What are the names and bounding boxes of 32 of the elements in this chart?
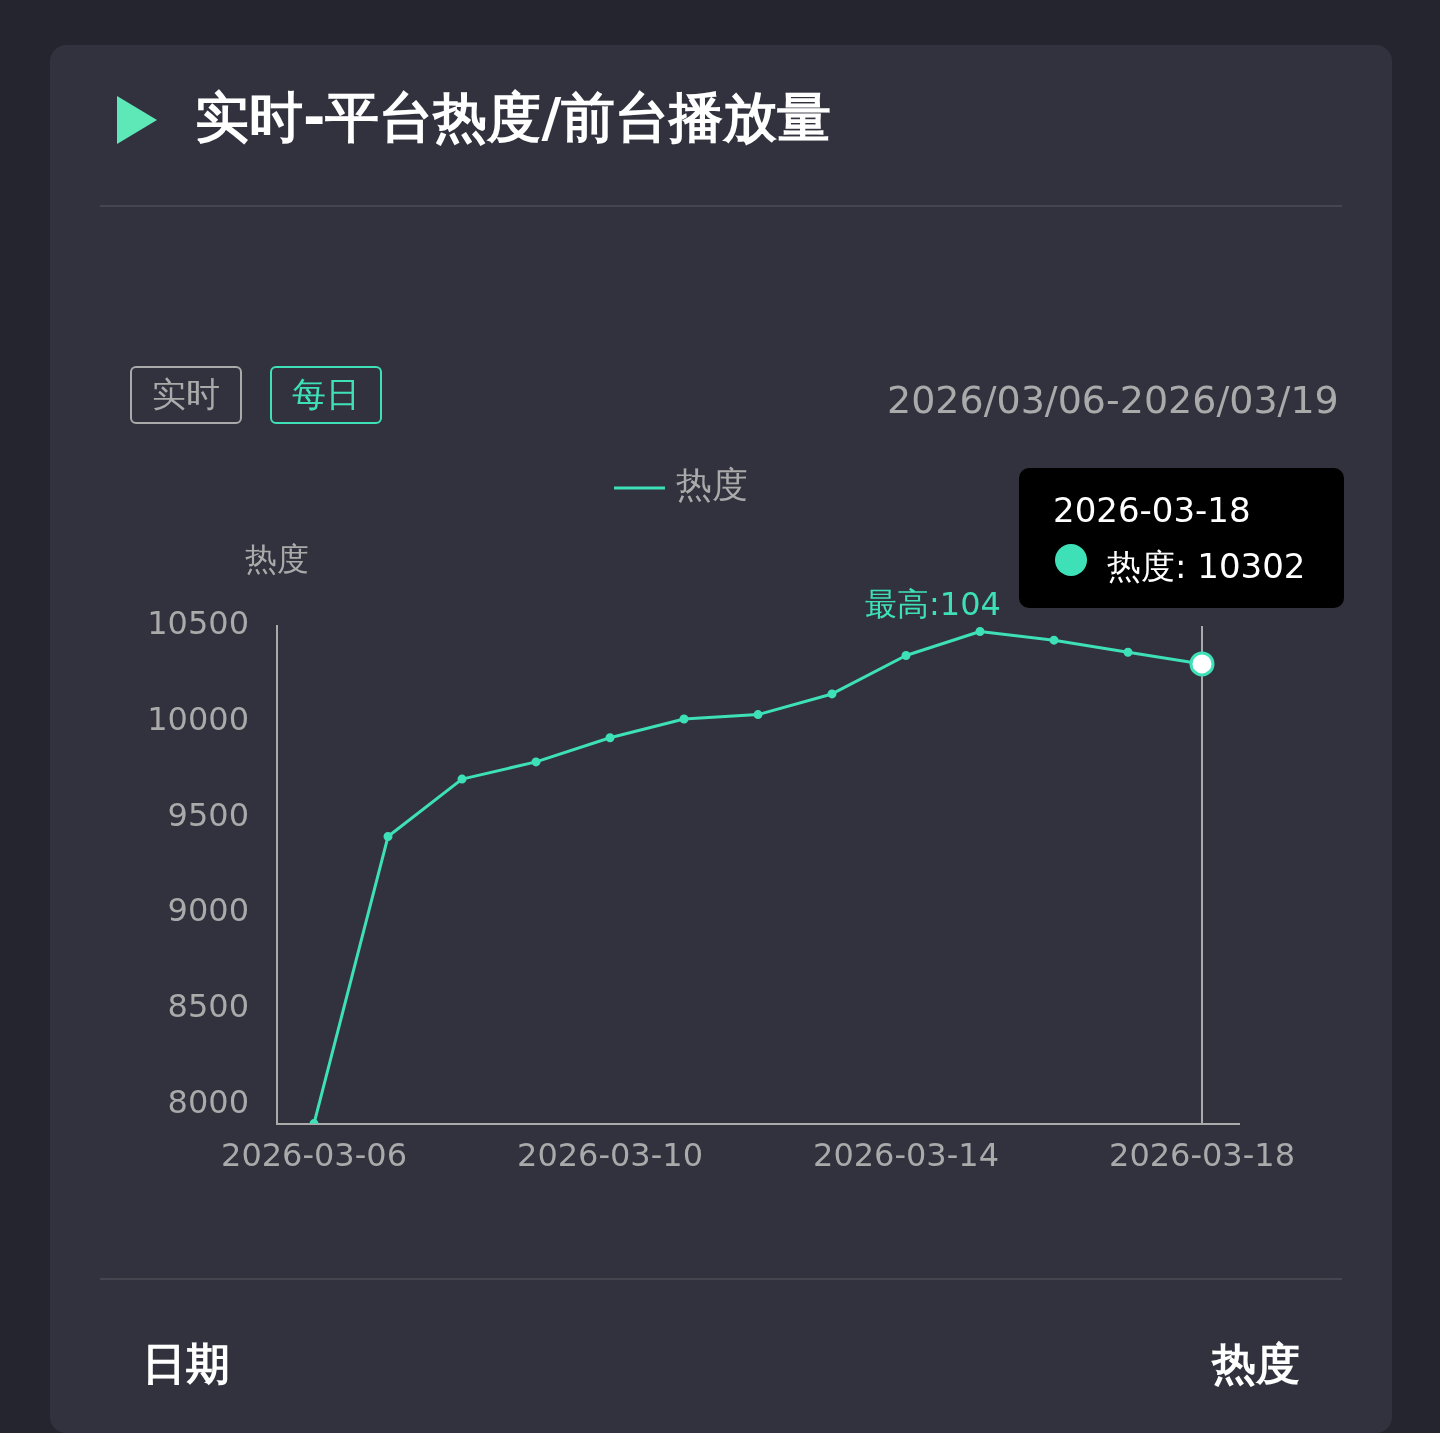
y-tick-label: 9500 xyxy=(167,795,249,834)
point xyxy=(901,650,911,660)
y-tick-label: 8500 xyxy=(167,987,249,1026)
text: 每日 xyxy=(270,366,382,424)
legend-label: 热度 xyxy=(675,464,748,506)
y-tick-label: 10000 xyxy=(147,700,249,738)
chart-title: 实时-平台热度/前台播放量 xyxy=(195,85,832,151)
x-tick-label: 2026-03-10 xyxy=(517,1136,703,1175)
point xyxy=(975,627,985,637)
point xyxy=(1123,647,1133,657)
point xyxy=(1049,635,1059,645)
text: 热度 xyxy=(1212,1337,1300,1391)
point xyxy=(827,689,837,699)
point xyxy=(383,832,393,842)
text: 2026/03/06-2026/03/19 xyxy=(887,378,1339,422)
y-axis-title: 热度 xyxy=(245,540,309,579)
text: 最高:104 xyxy=(865,584,1001,625)
point xyxy=(457,774,467,784)
annotation: 热度: 10302 xyxy=(1107,544,1306,588)
y-tick-label: 10500 xyxy=(147,604,249,643)
x-tick-label: 2026-03-14 xyxy=(813,1136,999,1175)
point xyxy=(605,733,615,743)
y-tick-label: 9000 xyxy=(167,891,249,930)
x-tick-label: 2026-03-06 xyxy=(221,1136,407,1175)
text: 日期 xyxy=(142,1337,230,1391)
tooltip: 2026-03-18 热度: 10302 xyxy=(1019,467,1344,608)
point xyxy=(531,757,541,767)
x-tick-label: 2026-03-18 xyxy=(1109,1136,1295,1175)
y-tick-label: 8000 xyxy=(167,1082,249,1121)
point xyxy=(753,710,763,720)
text: 实时 xyxy=(130,366,242,424)
point xyxy=(679,714,689,724)
